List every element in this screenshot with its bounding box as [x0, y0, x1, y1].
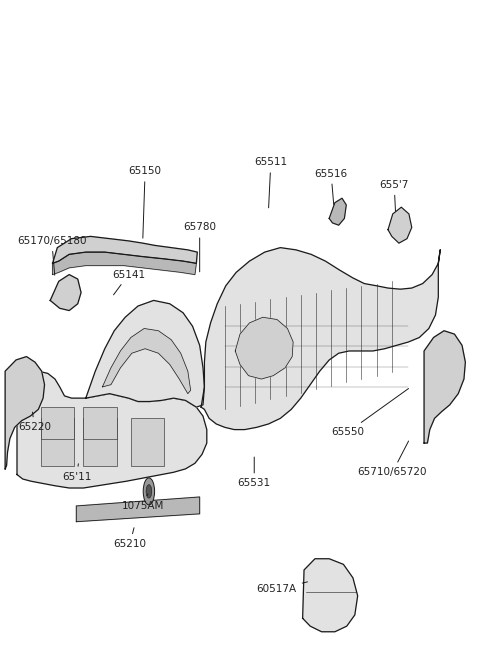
Text: 65780: 65780 — [183, 223, 216, 272]
Circle shape — [143, 478, 155, 505]
Text: 65531: 65531 — [238, 457, 271, 489]
FancyBboxPatch shape — [131, 419, 164, 466]
Polygon shape — [17, 371, 207, 488]
Polygon shape — [5, 357, 45, 469]
Polygon shape — [53, 252, 196, 275]
Text: 65170/65180: 65170/65180 — [17, 236, 86, 275]
Polygon shape — [302, 558, 358, 632]
Polygon shape — [235, 317, 293, 379]
Text: 655'7: 655'7 — [380, 180, 409, 211]
Text: 65511: 65511 — [254, 157, 288, 208]
FancyBboxPatch shape — [41, 407, 74, 439]
FancyBboxPatch shape — [41, 419, 74, 466]
Text: 65141: 65141 — [112, 269, 145, 295]
Polygon shape — [329, 198, 346, 225]
Text: 65550: 65550 — [332, 388, 408, 437]
Text: 65710/65720: 65710/65720 — [358, 441, 427, 477]
Polygon shape — [388, 207, 412, 243]
Text: 65150: 65150 — [129, 166, 162, 238]
Polygon shape — [201, 248, 440, 430]
Polygon shape — [53, 237, 197, 263]
Text: 1075AM: 1075AM — [121, 494, 164, 511]
Text: 65210: 65210 — [113, 528, 146, 549]
Polygon shape — [102, 328, 191, 394]
Text: 65220: 65220 — [18, 412, 51, 432]
Polygon shape — [424, 330, 466, 443]
FancyBboxPatch shape — [84, 419, 117, 466]
Text: 65'11: 65'11 — [62, 464, 92, 482]
Circle shape — [146, 485, 152, 498]
Polygon shape — [76, 497, 200, 522]
Polygon shape — [86, 300, 204, 407]
Text: 65516: 65516 — [314, 168, 348, 204]
Polygon shape — [50, 275, 81, 311]
FancyBboxPatch shape — [84, 407, 117, 439]
Text: 60517A: 60517A — [257, 582, 308, 594]
